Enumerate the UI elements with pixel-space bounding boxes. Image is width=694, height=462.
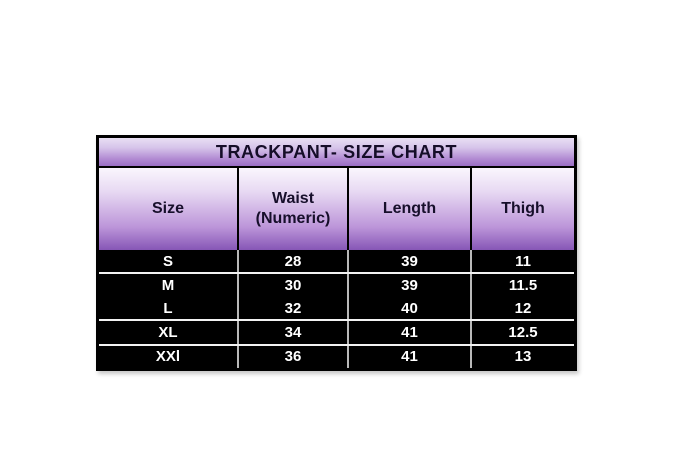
table-row-l: L 32 40 12 (99, 296, 574, 322)
cell-size: XXl (155, 348, 181, 366)
table-row-xl: XL 34 41 12.5 (99, 321, 574, 346)
header-cell-size: Size (99, 168, 237, 250)
header-cell-thigh: Thigh (470, 168, 574, 250)
size-chart-body: S 28 39 11 M 30 39 11.5 L 32 40 12 XL 34… (99, 250, 574, 369)
cell-thigh: 11.5 (470, 274, 574, 297)
table-row-xxl: XXl 36 41 13 (99, 345, 574, 369)
cell-waist: 36 (237, 345, 347, 369)
cell-length: 39 (347, 274, 470, 297)
cell-waist: 34 (237, 321, 347, 344)
table-row-s: S 28 39 11 (99, 250, 574, 275)
cell-thigh: 11 (470, 250, 574, 273)
cell-thigh: 12.5 (470, 321, 574, 344)
cell-waist: 32 (237, 296, 347, 320)
cell-length: 41 (347, 345, 470, 369)
header-cell-length: Length (347, 168, 470, 250)
cell-size: M (161, 277, 175, 295)
cell-size: XL (158, 323, 178, 341)
size-chart-header-row: Size Waist (Numeric) Length Thigh (99, 168, 574, 250)
size-chart-table: TRACKPANT- SIZE CHART Size Waist (Numeri… (96, 135, 577, 371)
cell-waist: 28 (237, 250, 347, 273)
cell-thigh: 13 (470, 345, 574, 369)
cell-size: L (163, 299, 173, 317)
cell-size: S (162, 252, 173, 270)
cell-thigh: 12 (470, 296, 574, 320)
table-row-m: M 30 39 11.5 (99, 274, 574, 297)
header-cell-waist: Waist (Numeric) (237, 168, 347, 250)
cell-length: 39 (347, 250, 470, 273)
cell-length: 41 (347, 321, 470, 344)
size-chart-title: TRACKPANT- SIZE CHART (99, 138, 574, 168)
cell-waist: 30 (237, 274, 347, 297)
cell-length: 40 (347, 296, 470, 320)
